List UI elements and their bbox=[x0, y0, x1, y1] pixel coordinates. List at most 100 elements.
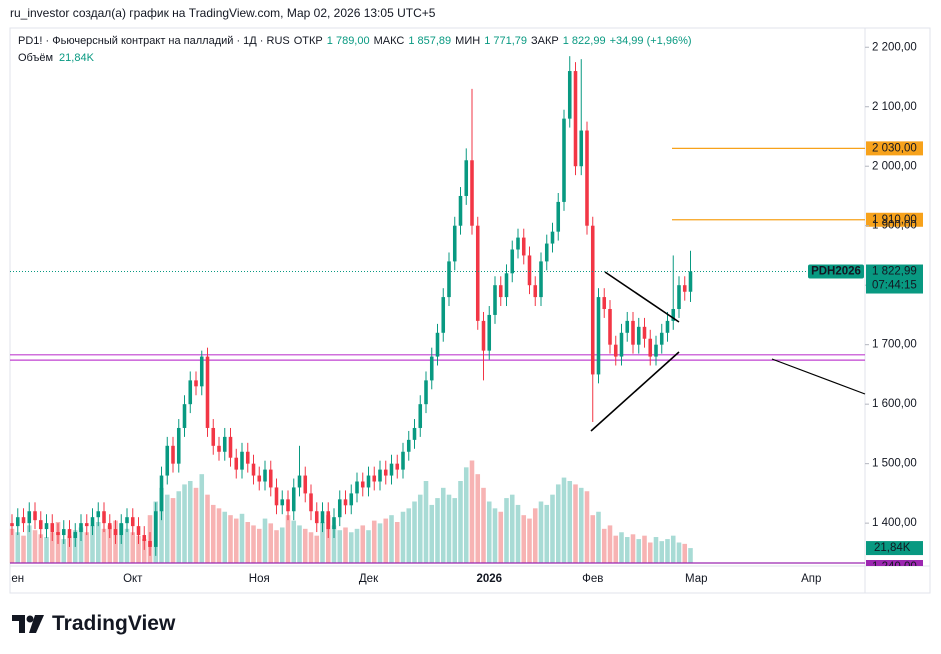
candle-body bbox=[544, 243, 549, 262]
candle-body bbox=[102, 511, 106, 524]
candle-body bbox=[395, 463, 400, 470]
low-label: МИН bbox=[455, 35, 481, 47]
candle-body bbox=[498, 285, 503, 298]
volume-bar bbox=[423, 481, 429, 563]
candle-body bbox=[38, 520, 43, 530]
volume-bar bbox=[239, 513, 245, 563]
volume-bar bbox=[297, 525, 302, 563]
volume-bar bbox=[262, 518, 268, 563]
candle-body bbox=[10, 523, 14, 527]
candle-body bbox=[15, 517, 20, 527]
candles bbox=[10, 56, 693, 556]
y-tick-label: 1 700,00 bbox=[872, 339, 917, 351]
candle-body bbox=[550, 231, 555, 244]
volume-bar bbox=[578, 487, 584, 563]
candle-body bbox=[84, 523, 89, 527]
candle-body bbox=[130, 517, 135, 527]
volume-bar bbox=[584, 491, 590, 563]
volume-bar bbox=[515, 504, 521, 563]
candle-body bbox=[688, 271, 693, 292]
volume-bar bbox=[682, 543, 688, 563]
candle-body bbox=[182, 404, 187, 428]
volume-bar bbox=[170, 498, 176, 563]
volume-tag bbox=[866, 541, 923, 556]
candle-body bbox=[159, 475, 164, 512]
volume-bar bbox=[371, 520, 377, 563]
volume-bar bbox=[676, 542, 682, 563]
candle-body bbox=[142, 535, 147, 541]
symbol-label: PDH2026 bbox=[811, 266, 861, 278]
volume-bar bbox=[61, 539, 67, 563]
header: ru_investor создал(а) график на TradingV… bbox=[10, 6, 436, 20]
candle-body bbox=[608, 308, 612, 345]
volume-bar bbox=[670, 535, 676, 563]
candle-body bbox=[401, 451, 405, 470]
candle-body bbox=[671, 308, 676, 321]
y-tick-label: 2 200,00 bbox=[872, 41, 917, 53]
volume-bar bbox=[561, 477, 567, 563]
symbol: PD1! · Фьючерсный контракт на палладий ·… bbox=[18, 35, 290, 47]
volume-bar bbox=[337, 530, 343, 563]
candle-body bbox=[654, 344, 658, 357]
candle-body bbox=[619, 332, 624, 357]
candle-body bbox=[194, 380, 198, 387]
last-price-tag bbox=[866, 264, 923, 294]
candle-body bbox=[153, 511, 158, 547]
candle-body bbox=[50, 523, 55, 533]
candle-body bbox=[251, 463, 256, 476]
candle-body bbox=[136, 526, 141, 536]
volume-bar bbox=[366, 530, 371, 563]
candle-body bbox=[240, 451, 244, 470]
candle-body bbox=[458, 195, 463, 226]
candle-body bbox=[406, 439, 411, 452]
candle-body bbox=[464, 160, 469, 196]
volume-label: Объём bbox=[18, 52, 54, 64]
volume-bar bbox=[688, 548, 693, 563]
candle-body bbox=[418, 404, 423, 428]
candle-body bbox=[625, 320, 630, 333]
candle-body bbox=[481, 320, 486, 351]
volume-bar bbox=[377, 523, 383, 563]
volume-bar bbox=[84, 532, 90, 563]
candle-body bbox=[211, 427, 216, 446]
volume-bar bbox=[619, 532, 624, 563]
volume-bar bbox=[176, 491, 182, 563]
last-price-label: 1 822,99 bbox=[872, 266, 917, 278]
volume-bar bbox=[222, 511, 228, 563]
candle-body bbox=[579, 130, 584, 167]
volume-bar bbox=[251, 525, 256, 563]
volume-bar bbox=[130, 532, 136, 563]
volume-bar bbox=[49, 532, 55, 563]
price-level-label: 1 910,00 bbox=[872, 214, 917, 226]
y-tick-label: 1 600,00 bbox=[872, 398, 917, 410]
volume-bar bbox=[343, 527, 348, 563]
volume-bar bbox=[486, 501, 492, 563]
volume-bar bbox=[348, 532, 354, 563]
volume-bar bbox=[630, 534, 636, 563]
candle-body bbox=[389, 463, 394, 476]
x-tick-label: Дек bbox=[359, 573, 379, 585]
x-tick-label: Окт bbox=[123, 573, 143, 585]
candle-body bbox=[326, 511, 331, 530]
volume-bar bbox=[440, 487, 446, 563]
candle-body bbox=[585, 130, 589, 226]
volume-bar bbox=[245, 522, 251, 563]
logo: TradingView bbox=[12, 612, 175, 636]
candle-body bbox=[165, 445, 170, 476]
candle-body bbox=[527, 255, 532, 286]
volume-bar bbox=[544, 504, 550, 563]
candle-body bbox=[314, 511, 319, 524]
volume-bar bbox=[187, 481, 193, 563]
price-level-tag bbox=[866, 141, 923, 156]
high-label: МАКС bbox=[373, 35, 405, 47]
trend-line bbox=[604, 271, 680, 323]
volume-bar bbox=[394, 522, 400, 563]
candle-body bbox=[171, 445, 175, 464]
candle-body bbox=[199, 356, 204, 387]
candle-body bbox=[493, 285, 497, 315]
volume-bar bbox=[182, 484, 187, 563]
candle-body bbox=[533, 285, 538, 298]
candle-body bbox=[429, 356, 434, 381]
low-value: 1 771,79 bbox=[484, 35, 528, 47]
